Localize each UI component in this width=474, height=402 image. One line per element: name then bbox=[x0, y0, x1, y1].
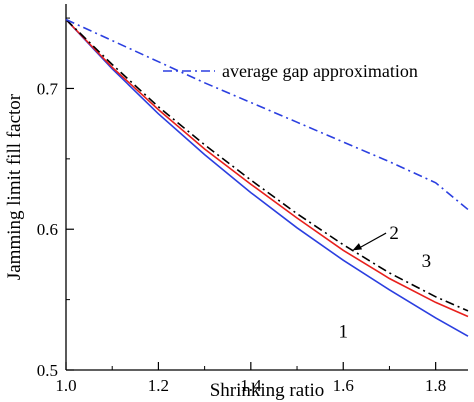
x-tick-label: 1.6 bbox=[333, 376, 354, 395]
y-tick-label: 0.7 bbox=[37, 79, 59, 98]
y-tick-label: 0.5 bbox=[37, 361, 58, 380]
plot-area: 1.0 1.2 1.4 1.6 1.8 0.5 0.6 0.7 bbox=[37, 4, 468, 395]
x-axis-title: Shrinking ratio bbox=[210, 380, 325, 401]
legend: average gap approximation bbox=[163, 61, 418, 81]
x-tick-label: 1.8 bbox=[425, 376, 446, 395]
curve-label-arrowhead bbox=[352, 243, 363, 251]
series-line-3 bbox=[65, 18, 469, 312]
curve-label-1: 1 bbox=[338, 322, 348, 343]
y-tick-label: 0.6 bbox=[37, 220, 58, 239]
x-tick-label: 1.0 bbox=[55, 376, 76, 395]
curve-label-arrow bbox=[358, 232, 387, 249]
curve-label-2: 2 bbox=[389, 223, 399, 244]
annotation-layer: 1 2 3 bbox=[338, 223, 431, 343]
x-tick-label: 1.4 bbox=[240, 376, 262, 395]
x-tick-label: 1.2 bbox=[148, 376, 169, 395]
legend-label: average gap approximation bbox=[222, 61, 418, 81]
y-axis-title: Jamming limit fill factor bbox=[4, 93, 25, 280]
series-line-1 bbox=[65, 18, 469, 337]
series-line-average-gap bbox=[65, 18, 469, 211]
curve-label-3: 3 bbox=[422, 251, 432, 272]
series-layer bbox=[65, 18, 469, 337]
series-line-2 bbox=[65, 18, 469, 318]
